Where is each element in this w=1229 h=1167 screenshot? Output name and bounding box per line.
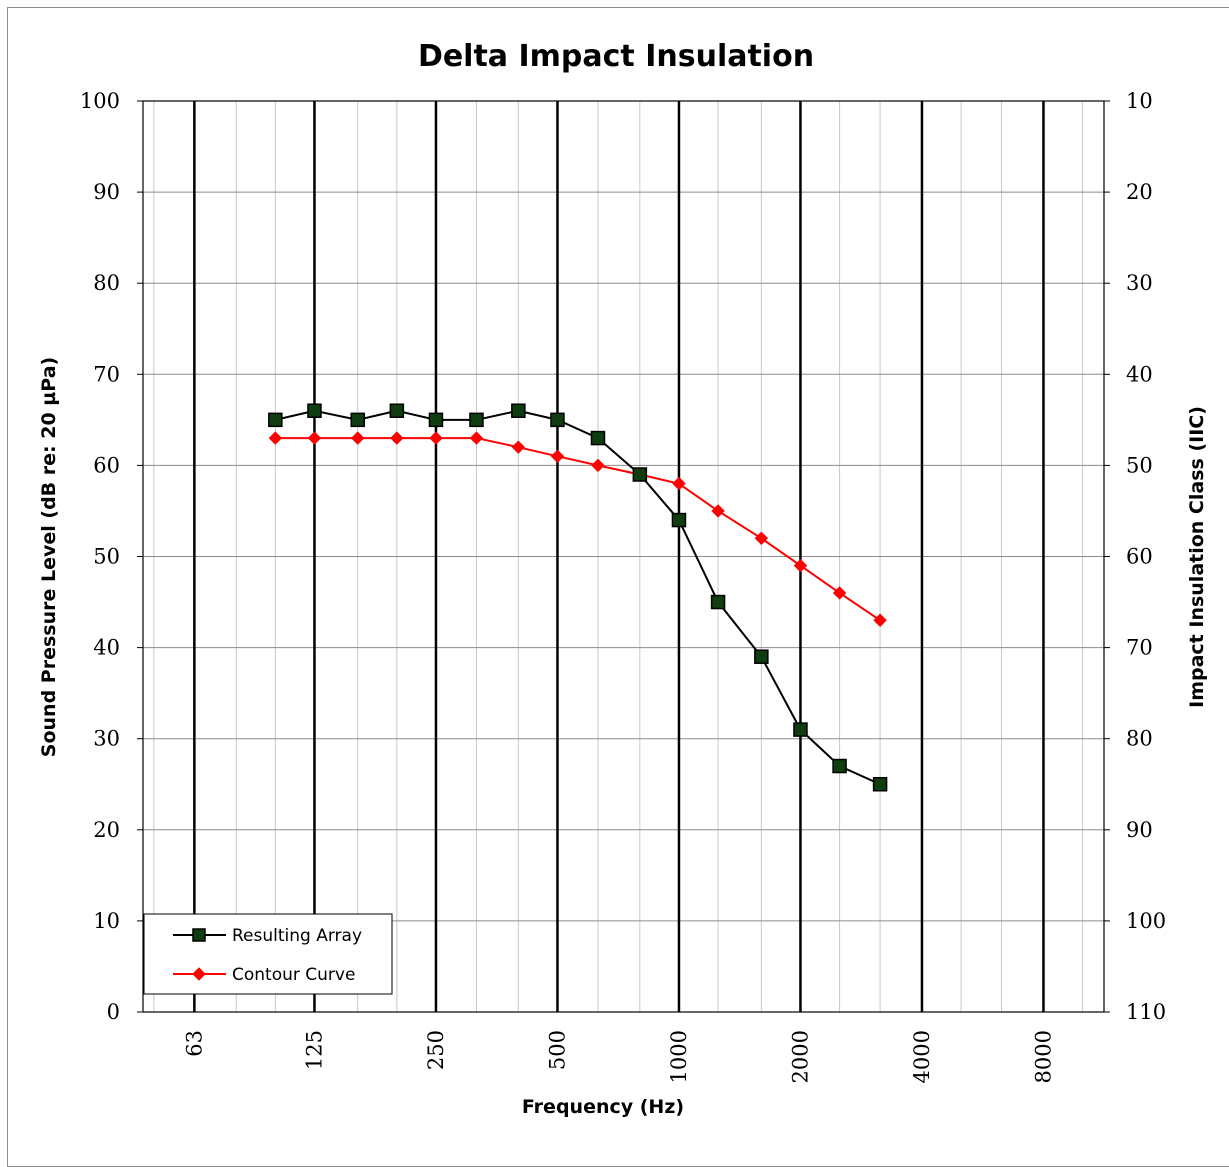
y-tick-label: 10	[93, 909, 120, 933]
data-point-resulting-array	[710, 594, 726, 610]
y-tick-label: 0	[107, 1000, 120, 1024]
series-layer	[268, 403, 888, 792]
data-point-resulting-array	[754, 649, 769, 664]
chart-title: Delta Impact Insulation	[418, 39, 814, 74]
x-tick-label: 4000	[910, 1030, 934, 1083]
y2-tick-label: 90	[1126, 818, 1153, 842]
data-point-contour-curve	[550, 449, 565, 463]
data-point-contour-curve	[307, 431, 322, 445]
legend-label: Contour Curve	[232, 965, 355, 985]
data-point-contour-curve	[511, 440, 526, 454]
data-point-contour-curve	[591, 458, 605, 473]
data-point-resulting-array	[550, 412, 565, 428]
y2-axis-title: Impact Insulation Class (IIC)	[1186, 406, 1208, 708]
y-tick-label: 30	[93, 727, 120, 751]
y2-tick-label: 60	[1126, 545, 1153, 569]
data-point-contour-curve	[873, 613, 887, 627]
major-gridlines	[193, 101, 1045, 1012]
y2-axis-ticks: 110 100 90 80 70 60 50 40 30 20 10	[1104, 89, 1166, 1024]
data-point-resulting-array	[469, 412, 484, 428]
series-line-contour-curve	[275, 437, 881, 622]
x-tick-label: 63	[182, 1030, 206, 1057]
data-point-resulting-array	[428, 412, 444, 428]
x-tick-label: 1000	[667, 1030, 691, 1083]
series-line-resulting-array	[275, 409, 881, 786]
data-point-resulting-array	[632, 467, 648, 482]
x-tick-label: 8000	[1031, 1030, 1055, 1083]
data-point-contour-curve	[793, 558, 808, 573]
x-tick-label: 500	[545, 1030, 569, 1070]
y-tick-label: 60	[93, 453, 120, 477]
y2-tick-label: 50	[1126, 453, 1153, 477]
data-point-contour-curve	[390, 431, 404, 445]
legend-marker-square	[192, 928, 206, 942]
data-point-resulting-array	[590, 430, 606, 446]
data-point-resulting-array	[389, 403, 405, 418]
y-axis-title: Sound Pressure Level (dB re: 20 µPa)	[38, 357, 60, 757]
legend-label: Resulting Array	[232, 926, 362, 946]
x-tick-label: 125	[302, 1030, 326, 1070]
y-tick-label: 80	[93, 271, 120, 295]
data-point-resulting-array	[307, 403, 322, 418]
legend-marker-diamond	[192, 967, 206, 981]
x-tick-label: 2000	[788, 1030, 812, 1083]
data-point-contour-curve	[469, 431, 484, 445]
y-axis-ticks: 0 10 20 30 40 50 60 70 80 90 100	[80, 89, 143, 1024]
y2-tick-label: 40	[1126, 362, 1153, 386]
y-tick-label: 70	[93, 362, 120, 386]
y2-tick-label: 80	[1126, 727, 1153, 751]
data-point-resulting-array	[671, 512, 687, 528]
data-point-contour-curve	[754, 531, 769, 545]
x-axis-ticks: 63 125 250 500 1000 2000 4000 8000	[182, 1030, 1055, 1083]
data-point-resulting-array	[350, 412, 365, 428]
y-tick-label: 100	[80, 89, 120, 113]
data-point-contour-curve	[351, 431, 365, 445]
legend: Resulting Array Contour Curve	[143, 913, 393, 995]
y-tick-label: 20	[93, 818, 120, 842]
y-tick-label: 90	[93, 180, 120, 204]
y2-tick-label: 100	[1126, 909, 1166, 933]
data-point-contour-curve	[268, 431, 283, 445]
y2-tick-label: 30	[1126, 271, 1153, 295]
data-point-resulting-array	[832, 758, 847, 774]
y2-tick-label: 110	[1126, 1000, 1166, 1024]
data-point-resulting-array	[872, 777, 888, 792]
y-tick-label: 50	[93, 545, 120, 569]
data-point-contour-curve	[711, 504, 725, 518]
data-point-contour-curve	[672, 476, 686, 491]
x-tick-label: 250	[424, 1030, 448, 1070]
y2-tick-label: 20	[1126, 180, 1153, 204]
y-tick-label: 40	[93, 636, 120, 660]
y2-tick-label: 70	[1126, 636, 1153, 660]
data-point-contour-curve	[429, 431, 443, 445]
minor-gridlines	[143, 100, 1104, 1013]
x-axis-title: Frequency (Hz)	[522, 1096, 684, 1118]
data-point-resulting-array	[511, 403, 526, 418]
data-point-resulting-array	[268, 412, 283, 428]
data-point-contour-curve	[832, 586, 847, 600]
data-point-resulting-array	[793, 722, 808, 737]
y2-tick-label: 10	[1126, 89, 1153, 113]
legend-box	[143, 913, 393, 995]
